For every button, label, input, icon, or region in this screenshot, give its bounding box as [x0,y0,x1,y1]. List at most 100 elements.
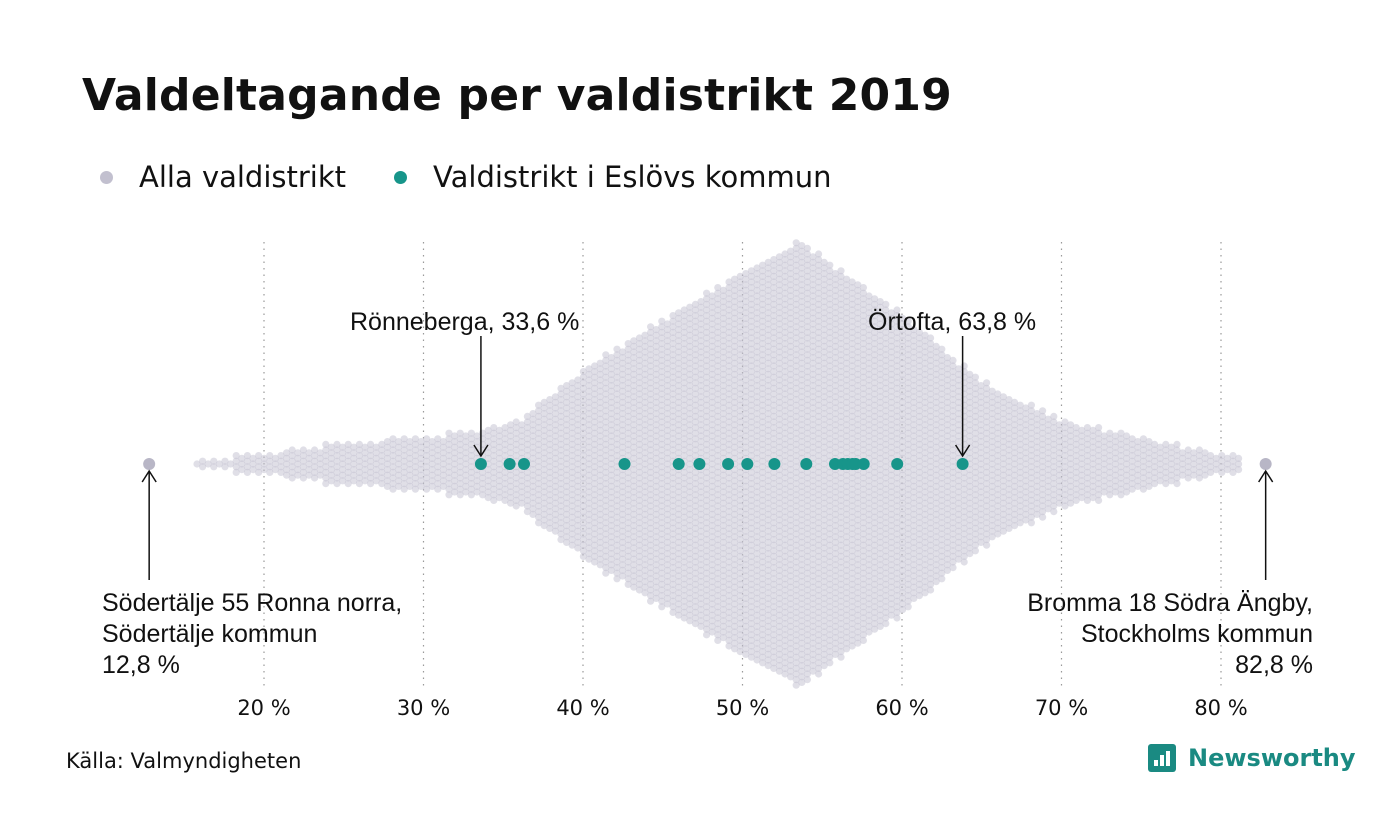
district-point [602,519,610,527]
district-point [579,401,588,409]
district-point [344,446,352,454]
district-point [563,494,571,502]
district-point [647,457,655,465]
district-point [540,410,548,418]
district-point [462,449,470,457]
district-point [484,454,492,462]
district-point [322,463,330,471]
district-point [361,449,369,457]
district-point [568,429,576,437]
district-point [641,527,649,535]
district-point [557,530,565,538]
district-point [473,432,481,440]
district-point [607,550,616,558]
district-point [439,449,447,457]
district-point [613,429,621,437]
district-point [367,474,375,482]
district-point [647,508,655,516]
district-point [635,541,644,549]
district-point [383,471,391,479]
district-point [411,440,419,448]
district-point [372,471,380,479]
district-point [630,566,638,575]
district-point [607,477,616,485]
district-point [557,446,565,454]
district-point [596,421,604,429]
district-point [451,443,459,451]
district-point [624,440,632,448]
district-point [635,334,644,342]
district-point [602,362,610,370]
all-districts-swarm [143,239,1272,689]
district-point [971,547,980,555]
district-point [602,468,610,476]
district-point [579,536,588,544]
district-point [456,491,464,499]
district-point [647,446,655,454]
district-point [361,460,369,468]
district-point [473,449,481,457]
district-point [574,443,582,451]
district-point [535,412,543,420]
district-point [647,418,655,426]
district-point [501,452,509,460]
district-point [591,412,599,420]
district-point [546,396,554,404]
district-point [803,244,812,252]
district-point [557,412,565,420]
district-point [339,449,347,457]
district-point [619,443,627,451]
district-point [462,454,470,462]
district-point [395,449,403,457]
district-point [602,480,610,488]
district-point [607,387,616,395]
district-point [557,480,565,488]
district-point [423,446,431,454]
district-point [585,370,593,378]
district-point [507,488,515,496]
district-point [568,502,576,510]
district-point [568,519,576,527]
district-point [635,564,644,572]
district-point [512,474,520,482]
district-point [630,572,638,580]
district-point [624,552,632,561]
district-point [501,496,509,504]
district-point [467,435,475,443]
district-point [574,499,582,507]
district-point [327,460,335,468]
district-point [585,466,593,474]
district-point [613,368,621,376]
district-point [518,499,526,507]
district-point [395,477,403,485]
district-point [299,452,307,460]
district-point [641,331,649,339]
district-point [619,404,627,412]
district-point [546,513,554,521]
district-point [439,471,447,479]
district-point [630,516,638,524]
district-point [591,491,599,499]
district-point [624,491,632,499]
district-point [624,519,632,527]
district-point [563,432,571,440]
district-point [607,426,616,434]
district-point [557,491,565,499]
district-point [630,471,638,479]
district-point [579,502,588,510]
district-point [467,485,475,493]
legend-label-all: Alla valdistrikt [139,160,347,194]
district-point [579,496,588,504]
district-point [596,516,604,524]
district-point [355,480,363,488]
district-point [551,516,560,524]
district-point [602,541,610,549]
district-point [630,578,638,586]
district-point [630,443,638,451]
district-point [322,440,330,448]
district-point [406,477,414,485]
district-point [551,505,560,513]
district-point [607,376,616,384]
district-point [484,488,492,496]
district-point [619,550,627,558]
